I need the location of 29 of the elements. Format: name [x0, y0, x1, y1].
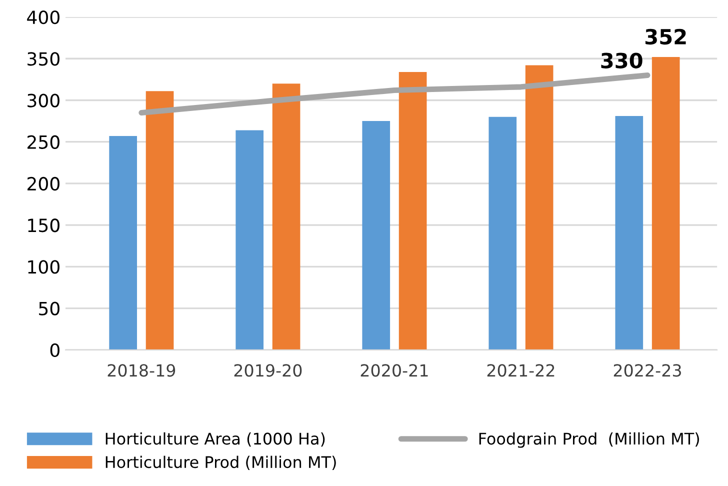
x-tick-label: 2019-20: [234, 364, 302, 377]
bar: [146, 91, 174, 350]
y-tick-label: 250: [28, 135, 60, 149]
x-tick-label: 2022-23: [614, 364, 681, 377]
bar: [615, 116, 644, 350]
y-tick-label: 100: [28, 260, 60, 274]
data-label: 330: [601, 52, 642, 68]
y-tick-label: 50: [39, 302, 60, 316]
x-tick-label: 2018-19: [108, 364, 176, 377]
legend-label: Foodgrain Prod (Million MT): [479, 432, 699, 448]
x-tick-label: 2021-22: [487, 364, 554, 377]
legend-label: Horticulture Prod (Million MT): [106, 456, 336, 470]
bar: [398, 72, 427, 350]
y-tick-label: 300: [28, 94, 60, 108]
bar: [272, 84, 300, 350]
x-tick-label: 2020-21: [360, 364, 428, 377]
legend-label: Horticulture Area (1000 Ha): [106, 432, 325, 447]
y-tick-label: 350: [28, 52, 60, 66]
data-label: 352: [645, 28, 686, 45]
bar: [362, 121, 390, 350]
bar: [525, 65, 554, 350]
y-tick-label: 400: [27, 10, 60, 24]
y-tick-label: 0: [50, 343, 60, 358]
y-tick-label: 200: [28, 176, 60, 191]
bar: [488, 116, 517, 350]
bar: [652, 56, 680, 350]
bar: [236, 130, 264, 350]
y-tick-label: 150: [28, 218, 60, 232]
bar: [109, 136, 137, 350]
